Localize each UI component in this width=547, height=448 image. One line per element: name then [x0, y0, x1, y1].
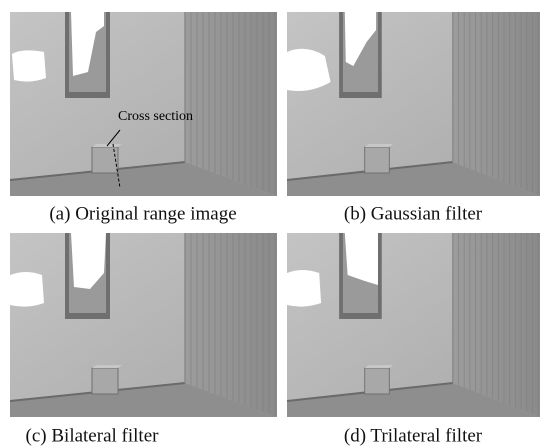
missing-region — [10, 272, 44, 307]
annotation: Cross section — [118, 109, 193, 124]
range-image — [287, 233, 540, 417]
panel-image: Cross section — [10, 12, 277, 196]
range-image — [10, 233, 277, 417]
caption: (b) Gaussian filter — [344, 203, 483, 224]
figure: Cross section (a) Original range image (… — [0, 0, 547, 448]
panel-image — [10, 233, 277, 417]
caption: (a) Original range image — [49, 203, 236, 224]
missing-region — [12, 50, 46, 81]
panel-image — [287, 12, 540, 196]
missing-region — [287, 270, 321, 307]
panel-image — [287, 233, 540, 417]
range-image — [10, 12, 277, 196]
caption: (c) Bilateral filter — [26, 425, 160, 446]
range-image — [287, 12, 540, 196]
caption: (d) Trilateral filter — [344, 425, 483, 446]
